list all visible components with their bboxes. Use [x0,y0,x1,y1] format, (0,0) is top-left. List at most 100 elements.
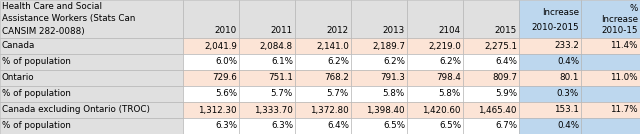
Bar [0,54,183,70]
Text: % of population: % of population [2,90,71,98]
Bar [0,0,183,38]
Bar [239,102,295,118]
Bar [407,0,463,38]
Bar [463,54,519,70]
Text: 0.4%: 0.4% [557,122,579,131]
Bar [581,86,640,102]
Bar [295,86,351,102]
Bar [463,38,519,54]
Bar [519,38,581,54]
Bar [295,38,351,54]
Text: 2010: 2010 [215,26,237,35]
Text: 11.0%: 11.0% [611,74,638,83]
Text: 2010-15: 2010-15 [602,26,638,35]
Text: CANSIM 282-0088): CANSIM 282-0088) [2,27,84,36]
Bar [351,38,407,54]
Text: 0.3%: 0.3% [557,90,579,98]
Text: 5.8%: 5.8% [383,90,405,98]
Bar [519,54,581,70]
Bar [519,102,581,118]
Bar [463,70,519,86]
Text: Canada excluding Ontario (TROC): Canada excluding Ontario (TROC) [2,105,150,114]
Text: 2104: 2104 [439,26,461,35]
Bar [239,38,295,54]
Text: 233.2: 233.2 [554,42,579,51]
Bar [581,54,640,70]
Bar [519,86,581,102]
Bar [407,118,463,134]
Text: Increase: Increase [542,8,579,17]
Bar [351,0,407,38]
Bar [581,118,640,134]
Text: 6.3%: 6.3% [215,122,237,131]
Bar [581,102,640,118]
Bar [519,70,581,86]
Text: 5.8%: 5.8% [439,90,461,98]
Bar [407,70,463,86]
Text: 1,372.80: 1,372.80 [310,105,349,114]
Bar [0,118,183,134]
Bar [407,86,463,102]
Text: 2010-2015: 2010-2015 [531,23,579,32]
Text: 5.7%: 5.7% [327,90,349,98]
Bar [351,54,407,70]
Text: Ontario: Ontario [2,74,35,83]
Text: 5.6%: 5.6% [215,90,237,98]
Text: 2,141.0: 2,141.0 [316,42,349,51]
Bar [581,70,640,86]
Bar [351,70,407,86]
Bar [0,86,183,102]
Text: 0.4%: 0.4% [557,57,579,66]
Text: 6.5%: 6.5% [439,122,461,131]
Text: %: % [630,4,638,13]
Text: 6.4%: 6.4% [327,122,349,131]
Text: Assistance Workers (Stats Can: Assistance Workers (Stats Can [2,14,136,23]
Text: 6.3%: 6.3% [271,122,293,131]
Text: 6.2%: 6.2% [383,57,405,66]
Text: % of population: % of population [2,57,71,66]
Bar [519,118,581,134]
Text: 751.1: 751.1 [268,74,293,83]
Text: 6.7%: 6.7% [495,122,517,131]
Text: 1,420.60: 1,420.60 [422,105,461,114]
Bar [183,70,239,86]
Text: 6.0%: 6.0% [215,57,237,66]
Bar [581,0,640,38]
Text: 153.1: 153.1 [554,105,579,114]
Text: 768.2: 768.2 [324,74,349,83]
Text: 729.6: 729.6 [212,74,237,83]
Bar [295,54,351,70]
Bar [351,118,407,134]
Bar [407,38,463,54]
Bar [239,54,295,70]
Bar [239,118,295,134]
Bar [239,86,295,102]
Text: 791.3: 791.3 [380,74,405,83]
Text: 6.2%: 6.2% [327,57,349,66]
Text: 1,398.40: 1,398.40 [366,105,405,114]
Text: 6.2%: 6.2% [439,57,461,66]
Bar [0,70,183,86]
Text: 2,084.8: 2,084.8 [260,42,293,51]
Text: Canada: Canada [2,42,35,51]
Bar [407,54,463,70]
Text: 2,189.7: 2,189.7 [372,42,405,51]
Bar [183,86,239,102]
Text: 2,219.0: 2,219.0 [428,42,461,51]
Bar [463,0,519,38]
Bar [519,0,581,38]
Bar [295,0,351,38]
Bar [239,70,295,86]
Bar [463,118,519,134]
Text: 1,465.40: 1,465.40 [479,105,517,114]
Text: Health Care and Social: Health Care and Social [2,2,102,11]
Bar [183,54,239,70]
Text: 6.1%: 6.1% [271,57,293,66]
Text: 2,275.1: 2,275.1 [484,42,517,51]
Text: 6.5%: 6.5% [383,122,405,131]
Text: 2013: 2013 [383,26,405,35]
Bar [0,38,183,54]
Text: 6.4%: 6.4% [495,57,517,66]
Bar [239,0,295,38]
Text: 2015: 2015 [495,26,517,35]
